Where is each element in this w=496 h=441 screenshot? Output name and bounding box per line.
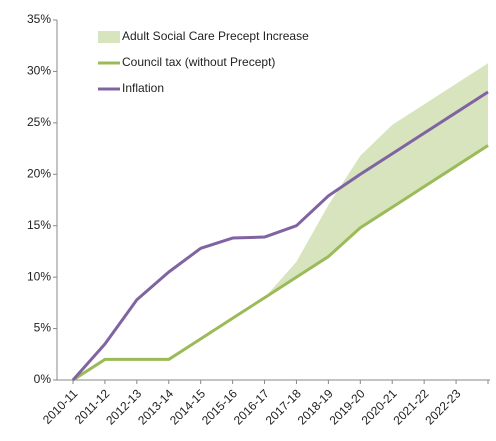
y-tick-label: 10% [27,269,51,283]
legend-label: Inflation [122,81,164,95]
legend-label: Council tax (without Precept) [122,55,275,69]
y-tick-label: 30% [27,64,51,78]
precept-area [264,63,488,298]
y-tick-label: 25% [27,115,51,129]
series-line [71,90,489,381]
legend-swatch [98,31,120,43]
series-line [72,144,489,382]
x-tick-label: 2022-23 [422,386,463,427]
y-tick-label: 35% [27,12,51,26]
y-tick-label: 5% [34,321,52,335]
y-tick-label: 15% [27,218,51,232]
y-tick-label: 0% [34,372,52,386]
y-tick-label: 20% [27,166,51,180]
legend-label: Adult Social Care Precept Increase [122,29,309,43]
